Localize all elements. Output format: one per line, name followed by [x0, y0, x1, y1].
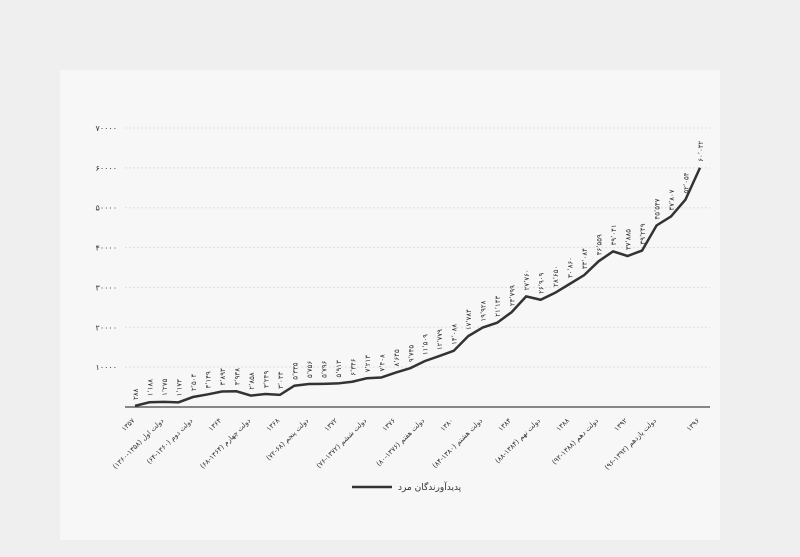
data-label: ۸٬۶۴۵: [393, 349, 401, 367]
data-label: ۳۹٬۲۴۹: [639, 223, 647, 244]
data-label: ۶٬۳۴۶: [349, 358, 357, 376]
data-label: ۱۴٬۰۸۸: [451, 324, 459, 345]
data-label: ۳٬۰۳۳: [277, 371, 285, 389]
data-label: ۵۲٬۰۵۴: [683, 172, 691, 193]
y-tick-label: ۷۰۰۰۰: [96, 124, 117, 133]
series-line: [134, 167, 702, 408]
data-label: ۳۰٬۸۶۰: [567, 257, 575, 278]
data-label: ۲۶٬۹۰۹: [538, 272, 546, 293]
legend-label: پدیدآورندگان مرد: [398, 481, 462, 493]
data-label: ۵٬۷۹۶: [320, 360, 328, 378]
data-label: ۱٬۲۷۵: [161, 378, 169, 396]
data-label: ۵٬۳۳۵: [291, 362, 299, 380]
y-tick-label: ۱۰۰۰۰: [96, 363, 117, 372]
data-label: ۳٬۱۴۹: [204, 371, 212, 389]
data-label: ۱٬۱۷۳: [175, 379, 183, 397]
data-label: ۱۷٬۷۸۴: [465, 309, 473, 330]
data-label: ۱۲٬۷۷۹: [436, 329, 444, 350]
chart-background: [60, 70, 720, 540]
y-tick-label: ۴۰۰۰۰: [96, 244, 117, 253]
data-label: ۳٬۲۴۹: [262, 371, 270, 389]
data-label: ۳۶٬۵۵۹: [596, 234, 604, 255]
data-label: ۳٬۸۹۳: [219, 368, 227, 386]
data-label: ۲۳٬۷۹۹: [509, 285, 517, 306]
data-label: ۵٬۷۵۶: [306, 361, 314, 379]
data-label: ۱۹٬۹۲۸: [480, 300, 488, 321]
data-label: ۷٬۴۰۸: [378, 354, 386, 372]
data-label: ۳۹٬۰۴۱: [610, 224, 618, 245]
data-label: ۳٬۹۳۸: [233, 368, 241, 386]
data-label: ۱٬۱۸۸: [146, 379, 154, 397]
data-label: ۲۸۸: [132, 388, 140, 400]
data-label: ۱۱٬۵۰۹: [422, 334, 430, 355]
data-label: ۲۱٬۱۴۳: [494, 295, 502, 316]
data-label: ۲۸٬۶۵۰: [552, 266, 560, 287]
data-label: ۴۵٬۵۴۷: [654, 198, 662, 219]
data-label: ۹٬۷۴۵: [407, 345, 415, 363]
data-label: ۴۷٬۸۰۷: [668, 189, 676, 210]
data-label: ۲٬۸۵۸: [248, 372, 256, 390]
y-tick-label: ۳۰۰۰۰: [96, 283, 117, 292]
data-label: ۳۳٬۰۸۴: [581, 248, 589, 269]
data-label: ۵٬۹۱۳: [335, 360, 343, 378]
data-label: ۳۷٬۸۸۵: [625, 229, 633, 250]
data-label: ۶۰٬۰۳۲: [697, 140, 705, 161]
y-tick-label: ۶۰۰۰۰: [96, 164, 117, 173]
y-tick-label: ۲۰۰۰۰: [96, 323, 117, 332]
data-label: ۷٬۲۱۳: [364, 355, 372, 373]
y-tick-label: ۵۰۰۰۰: [96, 204, 117, 213]
data-label: ۲٬۵۰۴: [190, 374, 198, 392]
data-label: ۲۷٬۷۶۰: [523, 269, 531, 290]
